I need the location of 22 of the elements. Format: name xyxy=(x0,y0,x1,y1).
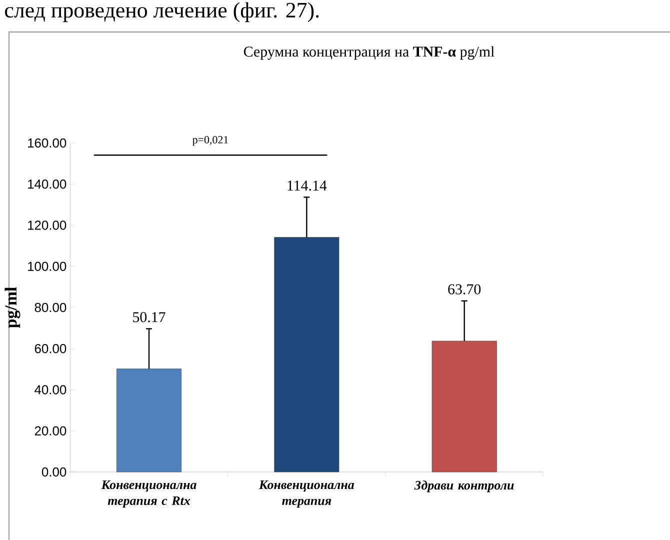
bar xyxy=(116,368,182,472)
data-label: 63.70 xyxy=(448,284,481,294)
x-tick-label: Здрави контроли xyxy=(414,480,514,492)
y-tick-label: 120.00 xyxy=(28,220,66,230)
x-tick-label: Конвенционална терапия xyxy=(258,480,354,508)
y-tick-label: 140.00 xyxy=(28,180,66,189)
annotation: p=0,021 xyxy=(192,136,228,146)
y-axis-title: pg/ml xyxy=(4,287,20,328)
y-tick-label: 0.00 xyxy=(42,467,66,477)
bar xyxy=(432,340,497,472)
x-tick-label: Конвенционална терапия с Rtx xyxy=(101,480,196,508)
text: след проведено лечение (фиг. 27). xyxy=(5,2,319,22)
chart-title: Серумна концентрация на TNF-α pg/ml xyxy=(244,46,494,60)
data-label: 114.14 xyxy=(288,180,327,191)
y-tick-label: 40.00 xyxy=(34,385,66,394)
y-tick-label: 20.00 xyxy=(34,426,66,436)
data-label: 50.17 xyxy=(133,312,166,322)
y-tick-label: 100.00 xyxy=(28,262,66,271)
y-tick-label: 80.00 xyxy=(34,302,66,312)
y-tick-label: 60.00 xyxy=(34,344,66,354)
bar xyxy=(274,237,340,472)
y-tick-label: 160.00 xyxy=(28,138,66,148)
